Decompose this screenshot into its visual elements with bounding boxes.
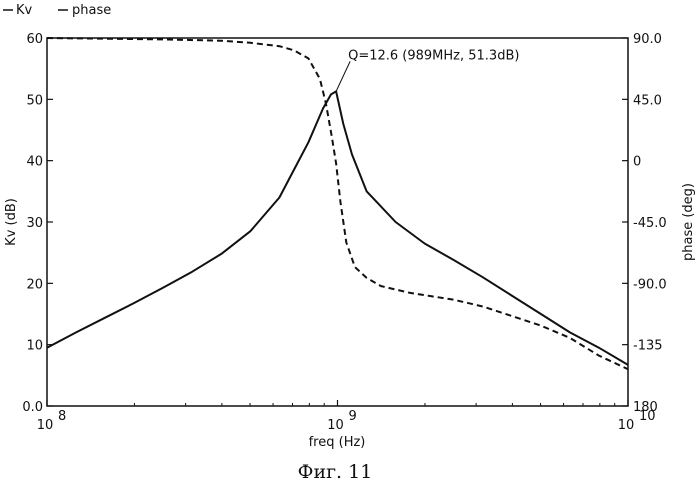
y-left-tick-label: 0.0 <box>22 400 43 415</box>
figure-caption: Фиг. 11 <box>298 461 373 483</box>
x-tick-exponent: 8 <box>58 409 66 424</box>
legend-kv-label: Kv <box>16 3 33 18</box>
y-left-tick-label: 50 <box>26 93 43 108</box>
series-line-kv <box>47 91 628 365</box>
y-right-tick-label: 180 <box>633 400 658 415</box>
legend-phase-label: phase <box>72 3 111 18</box>
annotation-leader-line <box>336 61 350 91</box>
legend: Kv phase <box>3 3 111 18</box>
y-right-tick-label: -45.0 <box>633 216 667 231</box>
y-left-tick-label: 30 <box>26 216 43 231</box>
annotation-group: Q=12.6 (989MHz, 51.3dB) <box>336 48 519 91</box>
x-tick-label: 10 <box>618 418 635 433</box>
y-right-axis-title: phase (deg) <box>681 183 696 261</box>
y-right-tick-label: -90.0 <box>633 277 667 292</box>
y-right-tick-label: -135 <box>633 339 663 354</box>
y-left-axis-title: Kv (dB) <box>4 198 19 246</box>
annotation-label: Q=12.6 (989MHz, 51.3dB) <box>348 48 519 63</box>
y-right-tick-label: 45.0 <box>633 93 662 108</box>
x-tick-label: 10 <box>37 418 54 433</box>
y-right-tick-label: 0 <box>633 155 641 170</box>
y-left-tick-label: 40 <box>26 155 43 170</box>
y-left-tick-label: 60 <box>26 32 43 47</box>
y-left-tick-label: 10 <box>26 339 43 354</box>
x-tick-label: 10 <box>327 418 344 433</box>
y-right-tick-label: 90.0 <box>633 32 662 47</box>
x-tick-exponent: 9 <box>349 409 357 424</box>
y-left-tick-label: 20 <box>26 277 43 292</box>
x-axis-title: freq (Hz) <box>309 435 366 450</box>
